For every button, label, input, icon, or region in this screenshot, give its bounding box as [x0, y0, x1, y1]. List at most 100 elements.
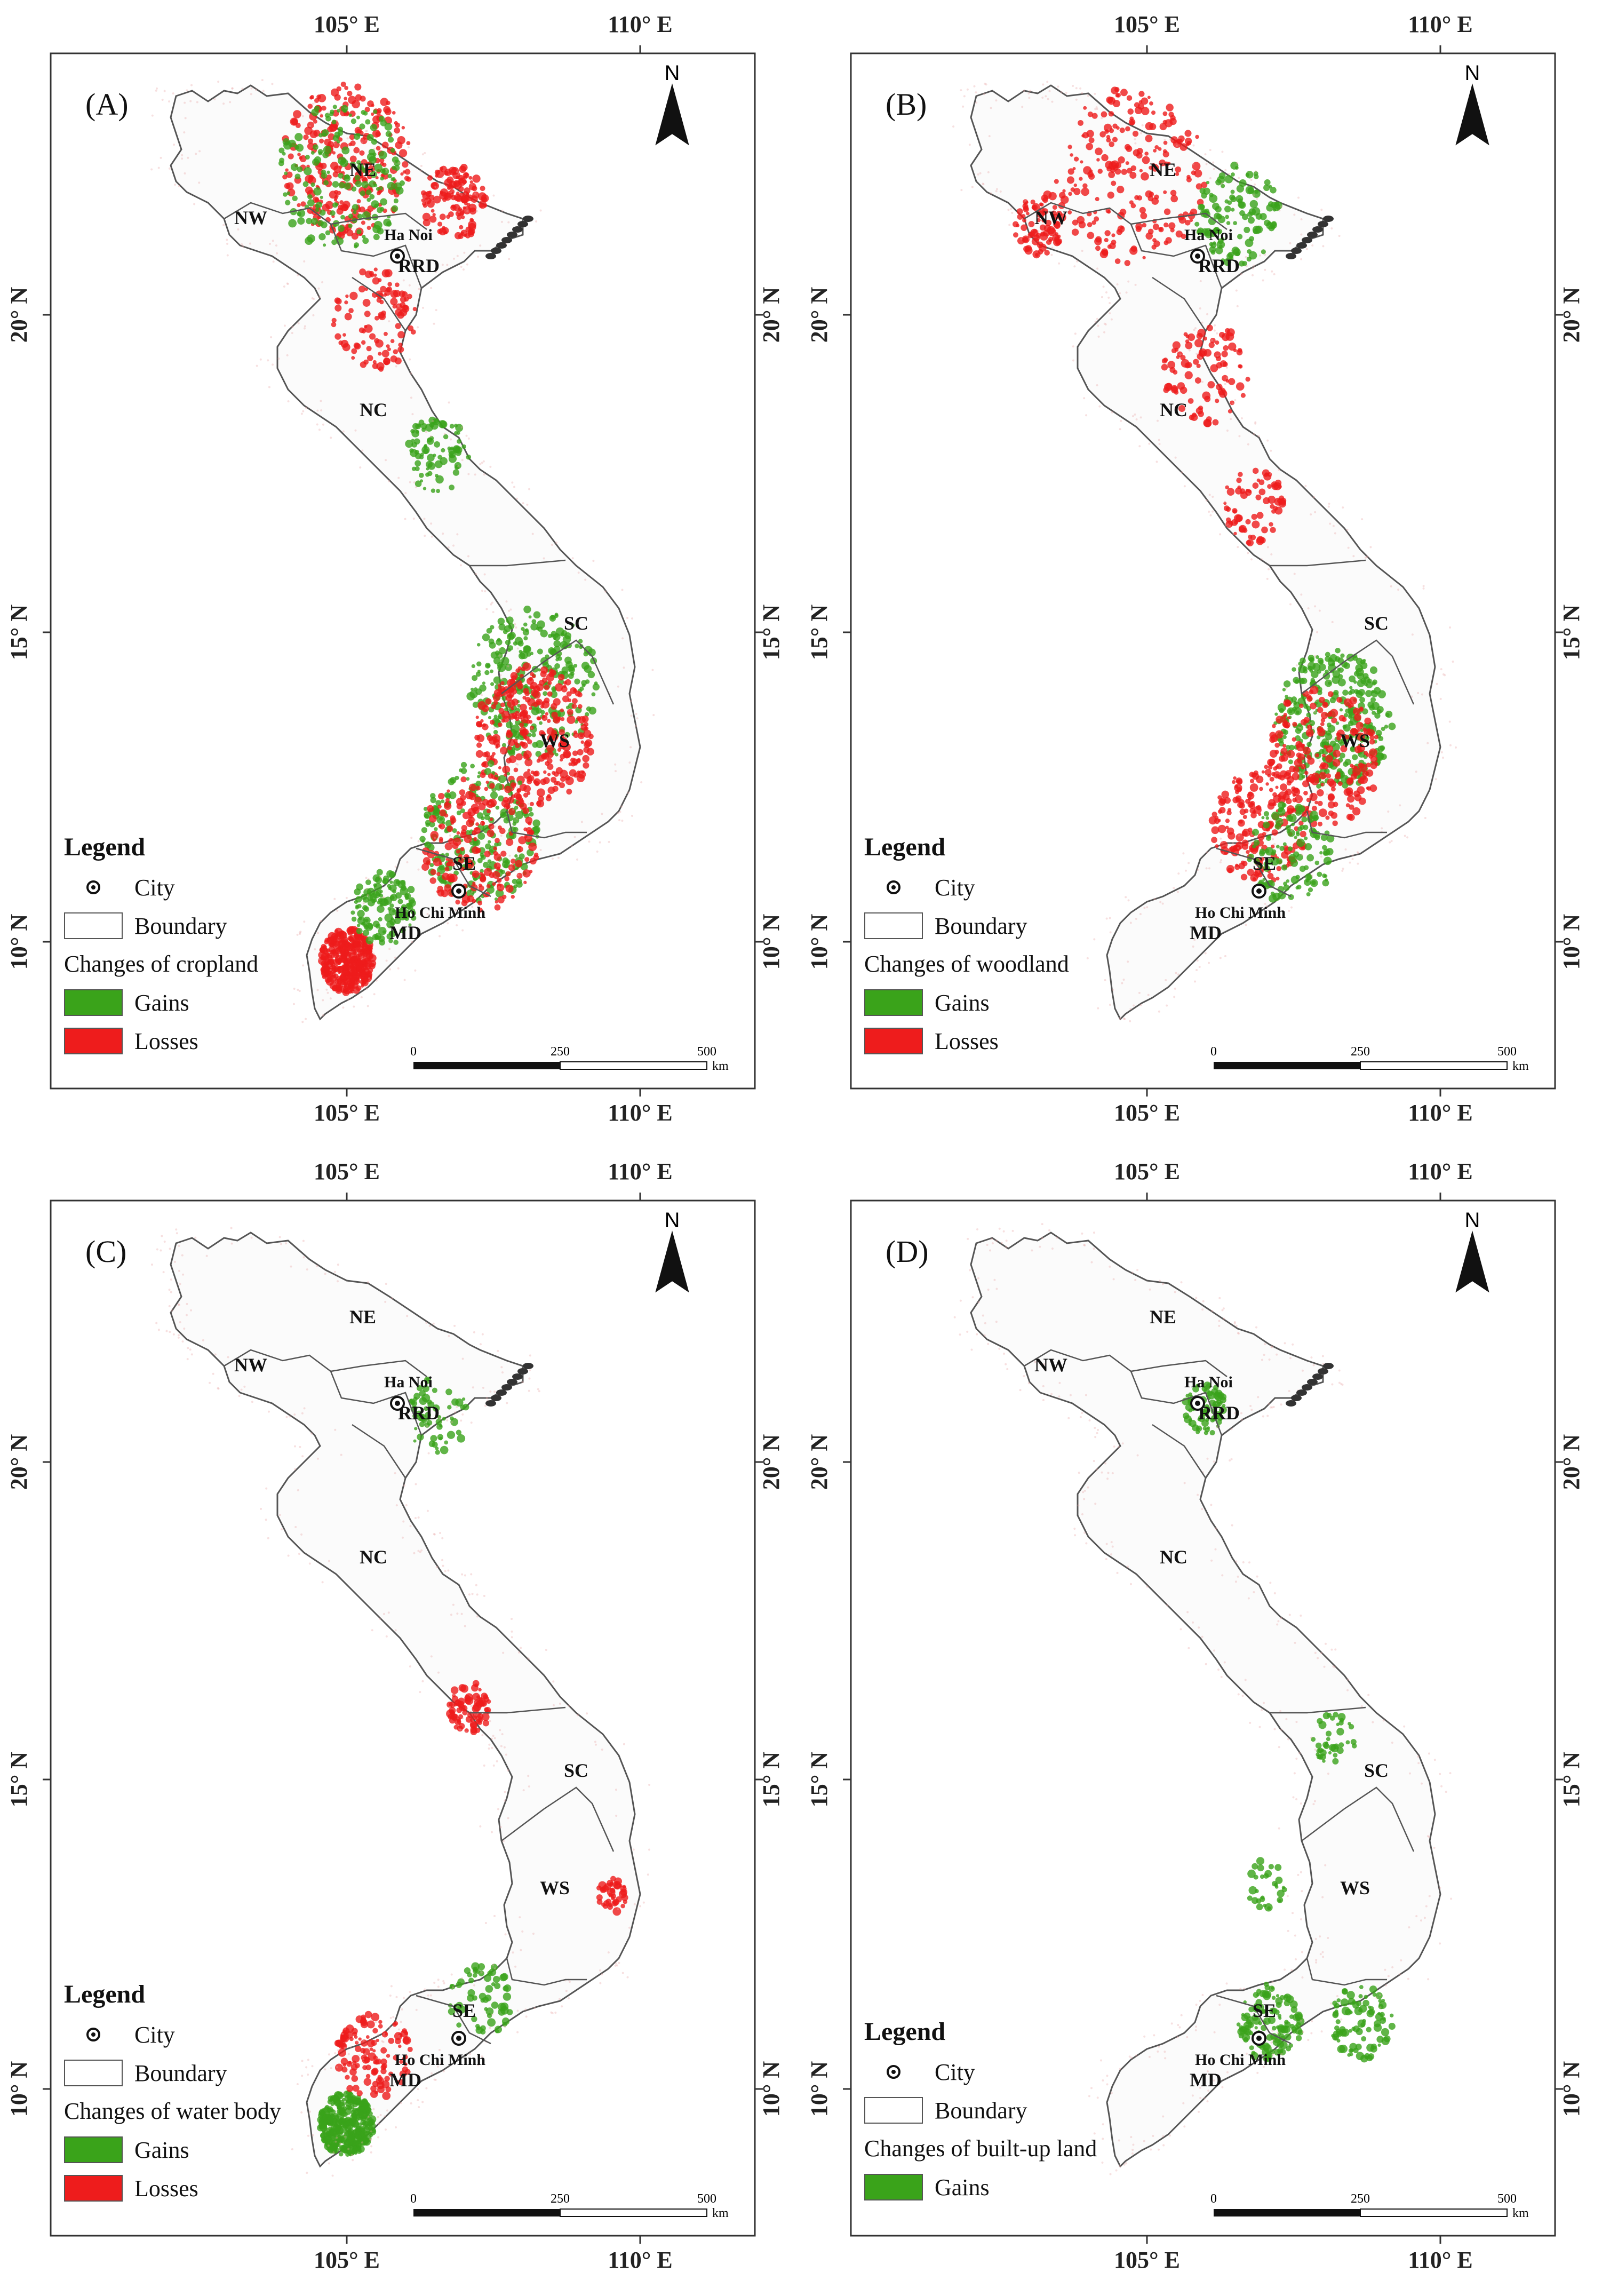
island [1323, 1363, 1334, 1369]
region-boundary [352, 1424, 407, 1479]
island [1312, 1373, 1323, 1380]
region-boundary [1306, 811, 1387, 839]
region-label-sc: SC [564, 1760, 588, 1781]
region-label-rrd: RRD [398, 1402, 440, 1424]
island [485, 1400, 496, 1407]
legend-changes-label: Changes of water body [64, 2098, 281, 2124]
island [1286, 1400, 1296, 1407]
map-frame [850, 52, 1556, 1090]
region-boundary [1024, 202, 1228, 230]
scale-tick-label: 250 [551, 1045, 570, 1059]
region-boundary [506, 811, 587, 839]
region-label-rrd: RRD [1198, 255, 1240, 276]
region-boundary [1301, 1786, 1415, 1852]
region-label-se: SE [1253, 2000, 1276, 2021]
north-arrow-icon [1455, 83, 1489, 146]
map-frame [50, 1199, 756, 2237]
lon-tick-label: 110° E [1408, 2247, 1473, 2273]
region-label-sc: SC [564, 613, 588, 634]
region-label-nc: NC [360, 1546, 387, 1568]
region-label-ws: WS [540, 730, 570, 751]
legend: Legend City Boundary Changes of water body G… [64, 1980, 363, 2207]
legend-boundary: Boundary [864, 907, 1163, 945]
scale-tick-label: 500 [697, 2192, 716, 2206]
city-icon [864, 2065, 923, 2079]
region-label-ne: NE [1150, 1306, 1176, 1328]
city-label: Ha Noi [1184, 226, 1233, 244]
island [501, 1384, 512, 1391]
lat-tick-label: 10° N [806, 2061, 832, 2117]
region-label-md: MD [389, 922, 421, 943]
legend-title: Legend [64, 1980, 146, 2008]
scale-tick-label: 0 [410, 2192, 417, 2206]
region-boundary [501, 639, 615, 705]
scale-tick-label: 250 [551, 2192, 570, 2206]
region-label-nw: NW [234, 207, 267, 228]
lat-tick-label: 15° N [806, 1752, 832, 1808]
island [1302, 1384, 1312, 1391]
map-frame [850, 1199, 1556, 2237]
boundary-swatch [864, 912, 923, 939]
region-boundary [1024, 1349, 1228, 1377]
region-label-md: MD [1190, 922, 1222, 943]
lon-tick-label: 105° E [1114, 2247, 1180, 2273]
lon-tick-label: 110° E [608, 2247, 673, 2273]
region-label-se: SE [452, 2000, 476, 2021]
legend-losses-label: Losses [134, 2175, 198, 2202]
region-label-ws: WS [1340, 730, 1370, 751]
lat-tick-label: 20° N [806, 287, 832, 343]
island [1312, 226, 1323, 233]
region-label-ne: NE [349, 1306, 376, 1328]
city-label: Ho Chi Minh [1195, 2051, 1286, 2069]
island [501, 237, 512, 243]
north-arrow-icon [1455, 1230, 1489, 1293]
region-boundary [1152, 276, 1207, 331]
region-label-nc: NC [1160, 399, 1187, 420]
legend-city: City [864, 2053, 1163, 2091]
region-boundary [330, 1371, 423, 1436]
island [523, 1363, 533, 1369]
legend-losses: Losses [864, 1022, 1163, 1060]
change-pixels [150, 1227, 651, 2177]
region-boundary [1130, 224, 1223, 289]
legend-city-label: City [935, 2059, 975, 2085]
island [491, 1395, 501, 1401]
region-label-ne: NE [1150, 159, 1176, 180]
region-label-se: SE [1253, 853, 1276, 874]
map-frame [50, 52, 756, 1090]
legend-gains: Gains [864, 983, 1163, 1022]
legend-title: Legend [864, 2017, 946, 2046]
lon-tick-label: 110° E [1408, 11, 1473, 37]
scale-tick-label: 0 [1210, 2192, 1217, 2206]
island [1307, 1379, 1318, 1385]
legend-losses: Losses [64, 1022, 363, 1060]
island [1291, 1395, 1302, 1401]
legend-changes-label: Changes of cropland [64, 951, 259, 977]
lat-tick-label: 20° N [6, 1434, 32, 1490]
island [1291, 248, 1302, 254]
region-boundary [469, 559, 566, 567]
region-label-nw: NW [1034, 1354, 1067, 1376]
city-marker-dot [456, 888, 461, 894]
region-boundary [506, 1958, 587, 1986]
island [1296, 242, 1307, 249]
gains-swatch [64, 2136, 123, 2163]
scale-bar-white [1360, 1061, 1508, 1070]
lon-tick-label: 110° E [608, 11, 673, 37]
city-marker-dot [1256, 888, 1262, 894]
panel-label: (A) [85, 87, 129, 122]
legend: Legend City Boundary Changes of cropland Gai… [64, 832, 363, 1060]
island [1302, 237, 1312, 243]
legend-city: City [864, 868, 1163, 907]
scale-tick-label: 250 [1351, 2192, 1370, 2206]
city-label: Ho Chi Minh [1195, 904, 1286, 921]
region-label-nw: NW [1034, 207, 1067, 228]
region-boundary [1216, 847, 1292, 897]
region-label-ws: WS [540, 1877, 570, 1898]
island [523, 216, 533, 222]
region-boundary [1270, 559, 1366, 567]
island [517, 1368, 528, 1375]
